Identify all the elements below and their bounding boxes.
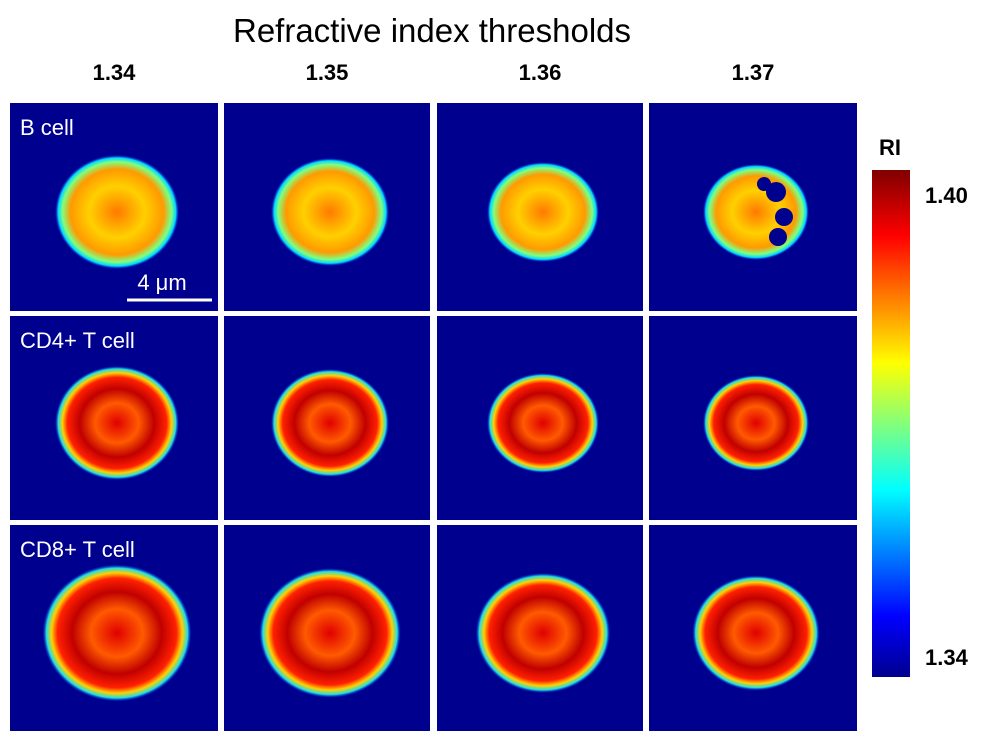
column-header: 1.35: [306, 60, 349, 85]
cell-hole: [775, 208, 793, 226]
column-header: 1.37: [732, 60, 775, 85]
cell-image: [487, 162, 599, 262]
cell-image: [271, 158, 389, 266]
row-label: B cell: [20, 115, 74, 140]
title: Refractive index thresholds: [233, 12, 631, 49]
column-header: 1.34: [93, 60, 137, 85]
colorbar-max: 1.40: [925, 183, 968, 208]
scale-bar-label: 4 μm: [137, 270, 186, 295]
cell-image: [703, 164, 809, 260]
cell-image: [259, 568, 401, 698]
column-header: 1.36: [519, 60, 562, 85]
cell-hole: [757, 177, 771, 191]
cell-image: [43, 565, 192, 702]
figure: Refractive index thresholds RI 1.40 1.34…: [0, 0, 981, 731]
colorbar-label: RI: [879, 135, 901, 160]
cell-hole: [769, 228, 787, 246]
cell-image: [476, 573, 610, 693]
cell-image: [487, 373, 599, 473]
cell-image: [55, 155, 179, 269]
cell-image: [692, 575, 819, 690]
colorbar-min: 1.34: [925, 645, 969, 670]
cell-image: [703, 375, 809, 471]
row-label: CD8+ T cell: [20, 537, 135, 562]
row-label: CD4+ T cell: [20, 328, 135, 353]
cell-image: [55, 366, 179, 480]
colorbar: [872, 170, 910, 677]
cell-image: [271, 369, 389, 477]
